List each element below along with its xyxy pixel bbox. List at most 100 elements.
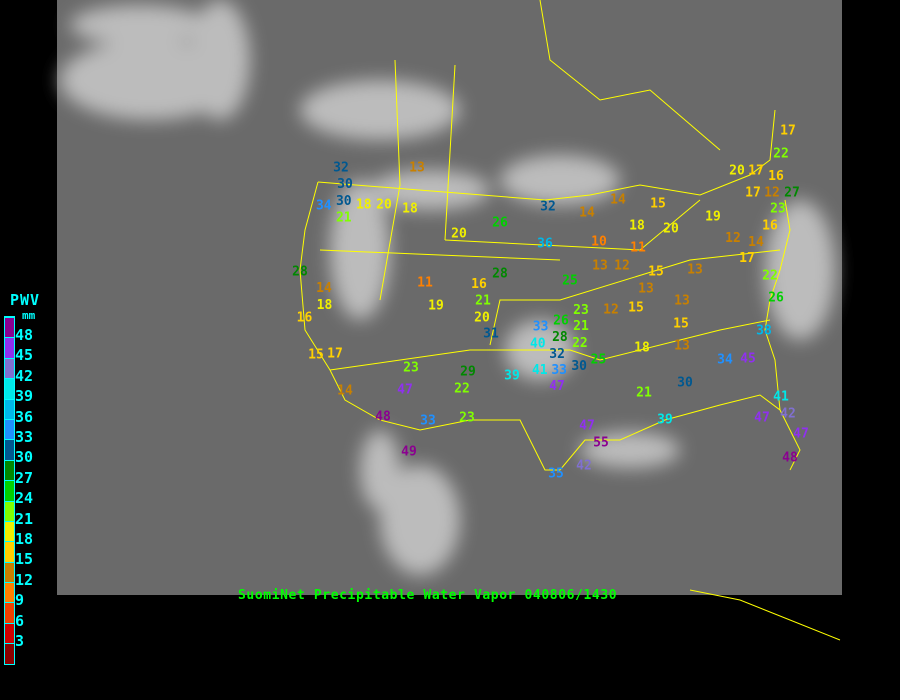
station-pwv-value: 20 <box>474 310 490 325</box>
station-pwv-value: 14 <box>337 384 353 399</box>
legend-swatch <box>5 357 14 379</box>
station-pwv-value: 32 <box>540 200 556 215</box>
station-pwv-value: 18 <box>629 219 645 234</box>
cloud-layer <box>60 0 835 575</box>
station-pwv-value: 26 <box>492 216 508 231</box>
legend-tick-label: 15 <box>15 550 34 569</box>
legend-swatch <box>5 500 14 521</box>
station-pwv-value: 18 <box>402 202 418 217</box>
station-pwv-value: 14 <box>316 281 332 296</box>
station-pwv-value: 33 <box>420 414 436 429</box>
station-pwv-value: 49 <box>401 445 417 460</box>
legend-tick-label: 24 <box>15 489 34 508</box>
station-pwv-value: 30 <box>337 177 353 192</box>
station-pwv-value: 12 <box>614 259 630 274</box>
station-pwv-value: 34 <box>316 199 332 214</box>
station-pwv-value: 14 <box>610 193 626 208</box>
political-borders <box>299 0 841 641</box>
station-pwv-value: 26 <box>768 291 784 306</box>
station-pwv-value: 15 <box>673 317 689 332</box>
color-scale-bar <box>4 316 15 665</box>
station-pwv-value: 25 <box>591 353 607 368</box>
station-pwv-value: 40 <box>530 337 546 352</box>
legend-tick-label: 39 <box>15 387 34 406</box>
legend-tick-label: 12 <box>15 570 34 589</box>
station-pwv-value: 41 <box>532 363 548 378</box>
station-pwv-value: 13 <box>409 161 425 176</box>
station-pwv-value: 48 <box>375 410 391 425</box>
station-pwv-value: 45 <box>740 352 756 367</box>
station-pwv-value: 28 <box>292 265 308 280</box>
station-pwv-value: 15 <box>308 348 324 363</box>
station-pwv-value: 30 <box>677 376 693 391</box>
legend-title: PWV <box>10 291 41 309</box>
legend-swatch <box>5 643 14 664</box>
station-pwv-value: 26 <box>553 314 569 329</box>
station-pwv-value: 19 <box>705 210 721 225</box>
station-pwv-value: 17 <box>739 251 755 266</box>
station-pwv-value: 30 <box>571 359 587 374</box>
legend-swatch <box>5 622 14 644</box>
station-pwv-value: 21 <box>336 210 352 225</box>
station-pwv-value: 15 <box>650 197 666 212</box>
station-pwv-value: 18 <box>356 198 372 213</box>
station-pwv-value: 33 <box>551 363 567 378</box>
legend-tick-label: 27 <box>15 468 34 487</box>
station-pwv-value: 12 <box>764 185 780 200</box>
station-pwv-value: 42 <box>576 459 592 474</box>
station-pwv-value: 31 <box>483 327 499 342</box>
station-pwv-value: 17 <box>327 347 343 362</box>
station-pwv-value: 12 <box>725 231 741 246</box>
legend-tick-label: 42 <box>15 366 34 385</box>
station-pwv-value: 13 <box>638 282 654 297</box>
station-pwv-value: 19 <box>428 299 444 314</box>
station-pwv-value: 28 <box>492 267 508 282</box>
legend-swatch <box>5 520 14 542</box>
station-pwv-value: 47 <box>579 419 595 434</box>
station-pwv-value: 13 <box>687 263 703 278</box>
station-pwv-value: 22 <box>773 147 789 162</box>
station-pwv-value: 18 <box>317 298 333 313</box>
station-pwv-value: 21 <box>573 319 589 334</box>
station-pwv-value: 20 <box>451 227 467 242</box>
legend-tick-label: 18 <box>15 530 34 548</box>
station-pwv-value: 28 <box>552 330 568 345</box>
station-pwv-value: 34 <box>717 353 733 368</box>
station-pwv-value: 18 <box>634 341 650 356</box>
station-pwv-value: 39 <box>504 369 520 384</box>
map-caption: SuomiNet Precipitable Water Vapor 040806… <box>238 588 618 603</box>
station-pwv-value: 33 <box>533 320 549 335</box>
station-pwv-value: 16 <box>762 219 778 234</box>
legend-tick-label: 36 <box>15 407 34 426</box>
legend-tick-label: 48 <box>15 326 34 344</box>
station-pwv-value: 36 <box>537 237 553 252</box>
station-pwv-value: 20 <box>376 198 392 213</box>
legend-tick-label: 21 <box>15 509 34 528</box>
legend-tick-label: 6 <box>15 611 25 630</box>
station-pwv-value: 47 <box>397 383 413 398</box>
station-pwv-value: 13 <box>674 294 690 309</box>
station-pwv-value: 17 <box>780 124 796 139</box>
station-pwv-value: 13 <box>592 259 608 274</box>
station-pwv-value: 23 <box>573 303 589 318</box>
legend-swatch <box>5 378 14 399</box>
station-pwv-value: 55 <box>593 436 609 451</box>
station-pwv-value: 20 <box>729 164 745 179</box>
legend-swatch <box>5 317 14 338</box>
station-pwv-value: 16 <box>297 311 313 326</box>
legend-swatch <box>5 398 14 419</box>
station-pwv-value: 20 <box>663 222 679 237</box>
legend-unit: mm <box>22 309 36 322</box>
station-pwv-value: 15 <box>628 301 644 316</box>
legend-swatch <box>5 418 14 440</box>
station-pwv-value: 17 <box>745 186 761 201</box>
station-pwv-value: 16 <box>471 277 487 292</box>
legend-tick-label: 45 <box>15 346 34 365</box>
legend-tick-label: 9 <box>15 591 25 610</box>
station-pwv-value: 39 <box>657 413 673 428</box>
station-pwv-value: 35 <box>548 467 564 482</box>
station-pwv-value: 22 <box>762 269 778 284</box>
legend-swatch <box>5 459 14 481</box>
station-pwv-value: 47 <box>793 427 809 442</box>
